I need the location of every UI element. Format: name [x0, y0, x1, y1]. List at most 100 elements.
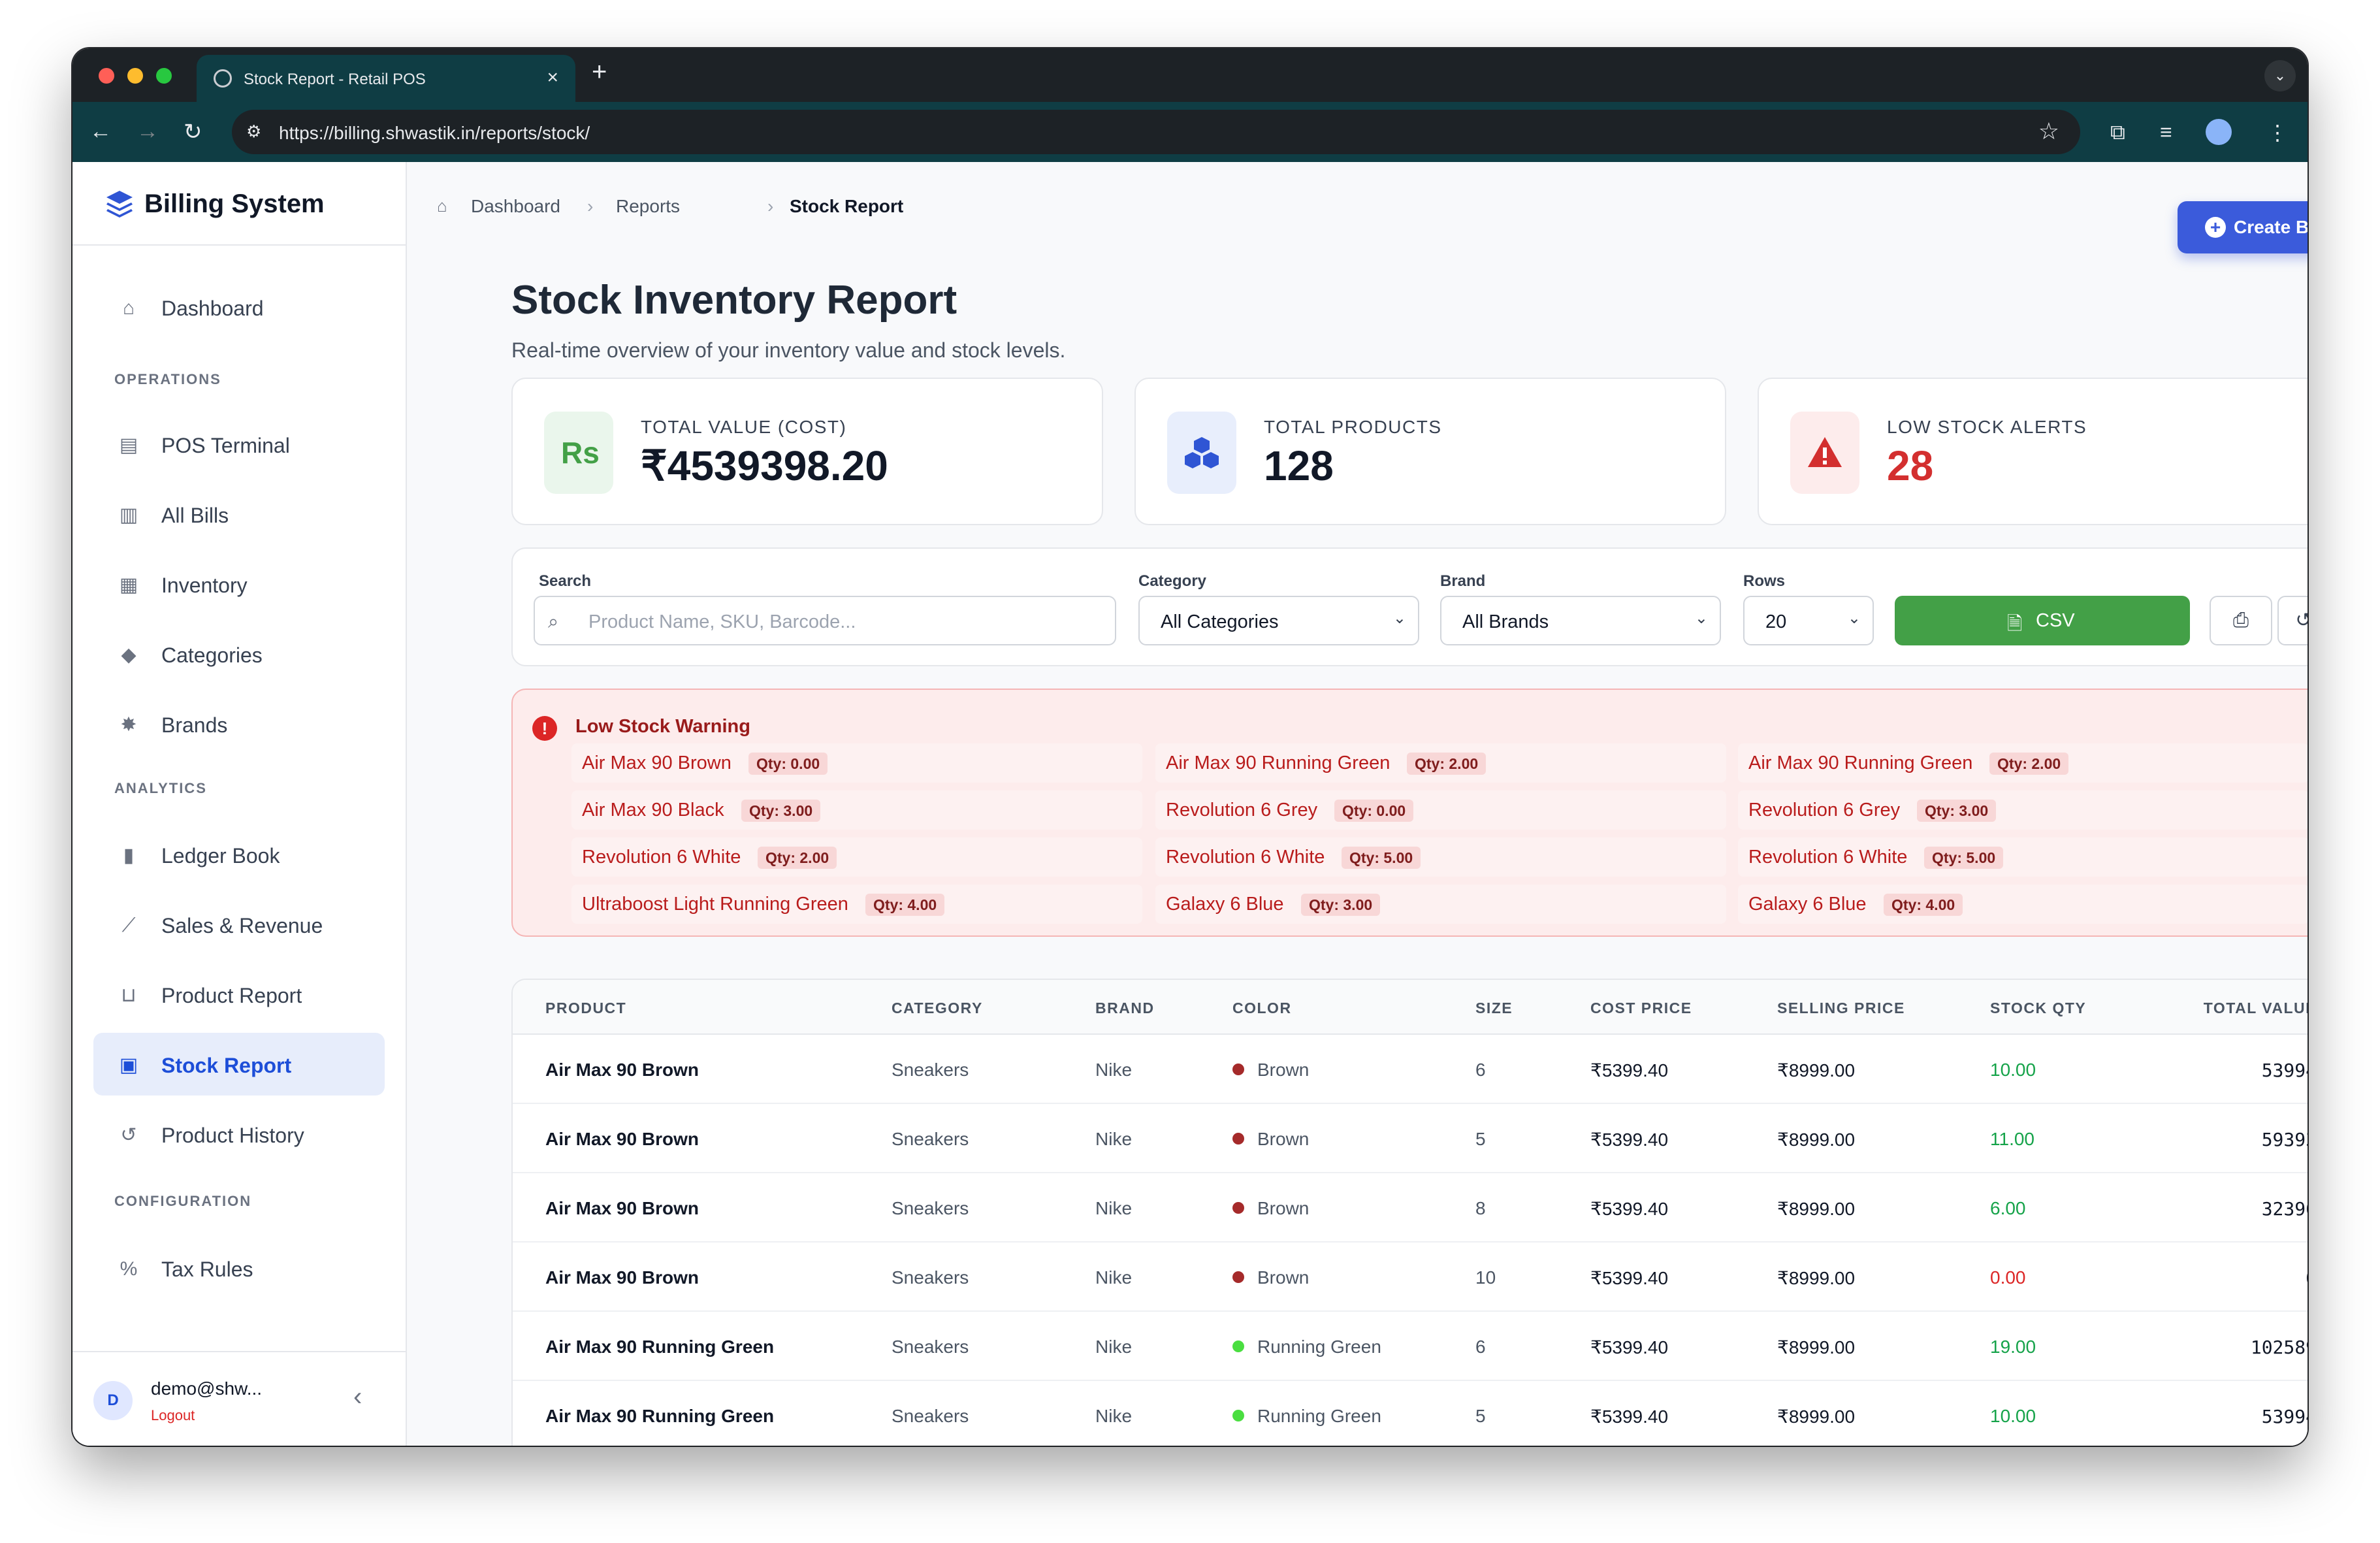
sidebar-item-brands[interactable]: ✸ Brands: [93, 692, 385, 755]
sidebar-item-categories[interactable]: ◆ Categories: [93, 623, 385, 685]
cell-total: 53994: [2261, 1060, 2308, 1081]
warning-title: Low Stock Warning: [575, 716, 750, 737]
bookmark-star-icon[interactable]: ☆: [2038, 118, 2059, 144]
brand-value: All Brands: [1462, 611, 1549, 632]
reset-button[interactable]: ↺: [2277, 596, 2308, 645]
category-select[interactable]: All Categories ⌄: [1138, 596, 1419, 645]
sidebar-item-inventory[interactable]: ▦ Inventory: [93, 553, 385, 615]
low-stock-item[interactable]: Galaxy 6 Blue Qty: 4.00: [1738, 885, 2308, 924]
table-row[interactable]: Air Max 90 Brown Sneakers Nike Brown 10 ₹5399…: [513, 1243, 2308, 1312]
breadcrumb-reports[interactable]: Reports: [616, 196, 681, 216]
column-header[interactable]: SIZE: [1475, 999, 1513, 1016]
site-info-icon[interactable]: ⚙: [246, 122, 262, 141]
close-tab-icon[interactable]: ×: [547, 67, 558, 88]
zoom-window-button[interactable]: [156, 68, 172, 84]
cell-color: Running Green: [1232, 1406, 1381, 1427]
chevron-down-icon: ⌄: [1392, 609, 1406, 627]
plus-circle-icon: +: [2205, 217, 2226, 238]
low-stock-item[interactable]: Revolution 6 White Qty: 2.00: [571, 837, 1142, 877]
browser-tab[interactable]: Stock Report - Retail POS ×: [197, 55, 575, 102]
low-stock-item[interactable]: Revolution 6 Grey Qty: 3.00: [1738, 790, 2308, 830]
print-button[interactable]: ⎙: [2210, 596, 2272, 645]
rows-select[interactable]: 20 ⌄: [1743, 596, 1874, 645]
address-bar[interactable]: ⚙ https://billing.shwastik.in/reports/st…: [232, 110, 2080, 154]
cell-sell: ₹8999.00: [1777, 1406, 1856, 1427]
low-stock-item[interactable]: Revolution 6 Grey Qty: 0.00: [1155, 790, 1726, 830]
column-header[interactable]: COLOR: [1232, 999, 1292, 1016]
reload-icon[interactable]: ↻: [184, 120, 202, 144]
sidebar-item-label: Sales & Revenue: [161, 914, 323, 937]
low-stock-item-name: Ultraboost Light Running Green: [582, 894, 848, 915]
qty-badge: Qty: 2.00: [758, 847, 837, 869]
close-window-button[interactable]: [99, 68, 114, 84]
new-tab-button[interactable]: +: [592, 57, 607, 86]
cell-product: Air Max 90 Brown: [545, 1129, 699, 1149]
column-header[interactable]: BRAND: [1095, 999, 1155, 1016]
column-header[interactable]: PRODUCT: [545, 999, 627, 1016]
color-swatch-icon: [1232, 1271, 1244, 1283]
low-stock-item-name: Revolution 6 White: [1748, 847, 1908, 868]
forward-icon[interactable]: →: [137, 119, 159, 144]
chart-line-icon: ⟋: [121, 915, 136, 936]
low-stock-item[interactable]: Air Max 90 Brown Qty: 0.00: [571, 743, 1142, 783]
table-row[interactable]: Air Max 90 Brown Sneakers Nike Brown 5 ₹5399.…: [513, 1104, 2308, 1173]
low-stock-item[interactable]: Air Max 90 Running Green Qty: 2.00: [1155, 743, 1726, 783]
table-row[interactable]: Air Max 90 Running Green Sneakers Nike Runn…: [513, 1312, 2308, 1381]
exclamation-icon: !: [532, 716, 557, 741]
collapse-sidebar-icon[interactable]: ‹: [353, 1382, 362, 1411]
back-icon[interactable]: ←: [89, 119, 112, 144]
sidebar-item-label: Inventory: [161, 574, 248, 597]
reading-list-icon[interactable]: ≡: [2160, 120, 2172, 144]
column-header[interactable]: COST PRICE: [1590, 999, 1692, 1016]
low-stock-item[interactable]: Revolution 6 White Qty: 5.00: [1155, 837, 1726, 877]
logout-link[interactable]: Logout: [151, 1407, 195, 1423]
cell-category: Sneakers: [892, 1198, 969, 1218]
create-bill-button[interactable]: + Create Bill: [2178, 201, 2308, 253]
low-stock-item[interactable]: Air Max 90 Running Green Qty: 2.00: [1738, 743, 2308, 783]
sidebar-item-sales-revenue[interactable]: ⟋ Sales & Revenue: [93, 893, 385, 956]
avatar[interactable]: D: [93, 1381, 133, 1420]
profile-avatar-icon[interactable]: [2206, 119, 2232, 145]
url-text[interactable]: https://billing.shwastik.in/reports/stoc…: [279, 123, 590, 143]
column-header[interactable]: SELLING PRICE: [1777, 999, 1905, 1016]
cell-product: Air Max 90 Running Green: [545, 1406, 775, 1426]
sidebar-item-pos-terminal[interactable]: ▤ POS Terminal: [93, 413, 385, 476]
color-name: Brown: [1257, 1129, 1310, 1149]
search-input[interactable]: ⌕ Product Name, SKU, Barcode...: [534, 596, 1116, 645]
cell-qty: 19.00: [1990, 1337, 2036, 1357]
sidebar-item-ledger-book[interactable]: ▮ Ledger Book: [93, 823, 385, 886]
cell-product: Air Max 90 Brown: [545, 1198, 699, 1218]
breadcrumb-dashboard[interactable]: Dashboard: [471, 196, 560, 216]
low-stock-item[interactable]: Revolution 6 White Qty: 5.00: [1738, 837, 2308, 877]
user-email: demo@shw...: [151, 1378, 263, 1399]
qty-badge: Qty: 2.00: [1989, 753, 2069, 775]
cell-size: 6: [1475, 1060, 1486, 1080]
column-header[interactable]: STOCK QTY: [1990, 999, 2087, 1016]
low-stock-item[interactable]: Air Max 90 Black Qty: 3.00: [571, 790, 1142, 830]
brand-select[interactable]: All Brands ⌄: [1440, 596, 1721, 645]
table-row[interactable]: Air Max 90 Brown Sneakers Nike Brown 6 ₹5399.…: [513, 1035, 2308, 1104]
sidebar-item-product-history[interactable]: ↺ Product History: [93, 1103, 385, 1165]
extensions-icon[interactable]: ⧉: [2110, 120, 2125, 144]
sidebar-item-product-report[interactable]: ⊔ Product Report: [93, 963, 385, 1026]
home-icon: ⌂: [122, 297, 135, 319]
low-stock-item[interactable]: Galaxy 6 Blue Qty: 3.00: [1155, 885, 1726, 924]
column-header[interactable]: CATEGORY: [892, 999, 983, 1016]
column-header[interactable]: TOTAL VALUE: [2203, 999, 2308, 1016]
minimize-window-button[interactable]: [127, 68, 143, 84]
cell-color: Brown: [1232, 1198, 1309, 1219]
sidebar-item-all-bills[interactable]: ▥ All Bills: [93, 483, 385, 545]
low-stock-item[interactable]: Ultraboost Light Running Green Qty: 4.00: [571, 885, 1142, 924]
sidebar-item-dashboard[interactable]: ⌂ Dashboard: [93, 276, 385, 338]
csv-export-button[interactable]: 🗎 CSV: [1895, 596, 2190, 645]
sidebar-item-tax-rules[interactable]: % Tax Rules: [93, 1237, 385, 1299]
sidebar-item-stock-report[interactable]: ▣ Stock Report: [93, 1033, 385, 1096]
sidebar-section-heading: CONFIGURATION: [114, 1193, 252, 1209]
low-stock-item-name: Revolution 6 White: [1166, 847, 1325, 868]
tab-search-button[interactable]: ⌄: [2264, 60, 2296, 91]
table-row[interactable]: Air Max 90 Brown Sneakers Nike Brown 8 ₹5399.…: [513, 1173, 2308, 1243]
low-stock-item-name: Galaxy 6 Blue: [1166, 894, 1284, 915]
table-row[interactable]: Air Max 90 Running Green Sneakers Nike Runn…: [513, 1381, 2308, 1446]
menu-kebab-icon[interactable]: ⋮: [2267, 121, 2288, 144]
sidebar-item-label: Tax Rules: [161, 1258, 253, 1281]
